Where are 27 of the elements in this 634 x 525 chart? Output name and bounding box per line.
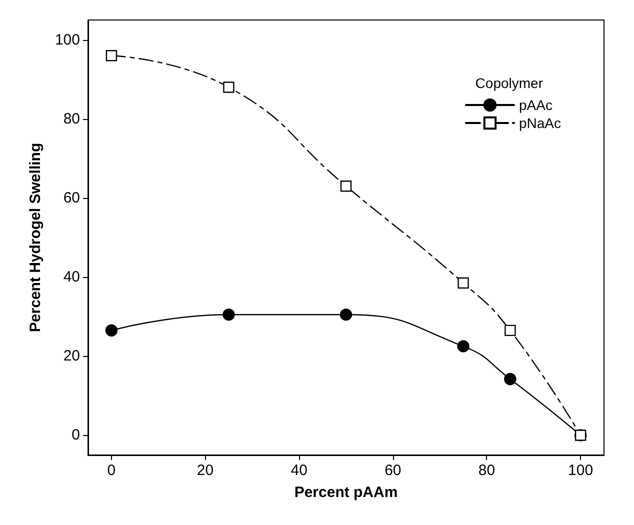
y-tick-label: 40 [63, 268, 80, 286]
x-tick-label: 40 [290, 462, 308, 479]
point [222, 308, 235, 321]
point [504, 324, 516, 336]
point [340, 180, 352, 192]
y-tick-label: 0 [72, 426, 80, 444]
y-axis-title: Percent Hydrogel Swelling [27, 142, 44, 332]
point [223, 82, 234, 93]
point [458, 277, 469, 289]
x-tick-label: 80 [478, 462, 496, 479]
point [340, 308, 352, 321]
x-tick-label: 100 [568, 462, 594, 479]
x-tick-label: 0 [107, 462, 116, 479]
point [504, 372, 516, 386]
point [457, 340, 470, 352]
x-tick-label: 60 [384, 462, 402, 479]
y-tick-label: 60 [63, 189, 80, 206]
legend-label: pNaAc [518, 115, 562, 131]
x-tick-label: 20 [196, 462, 214, 479]
y-tick-label: 20 [63, 348, 80, 365]
legend-label: pAAc [518, 97, 552, 113]
point [106, 50, 118, 62]
legend-title: Copolymer [475, 75, 544, 91]
y-tick-label: 100 [54, 31, 80, 48]
y-tick-label: 80 [63, 110, 80, 128]
x-axis-title: Percent pAAm [294, 484, 398, 501]
point [105, 324, 118, 337]
